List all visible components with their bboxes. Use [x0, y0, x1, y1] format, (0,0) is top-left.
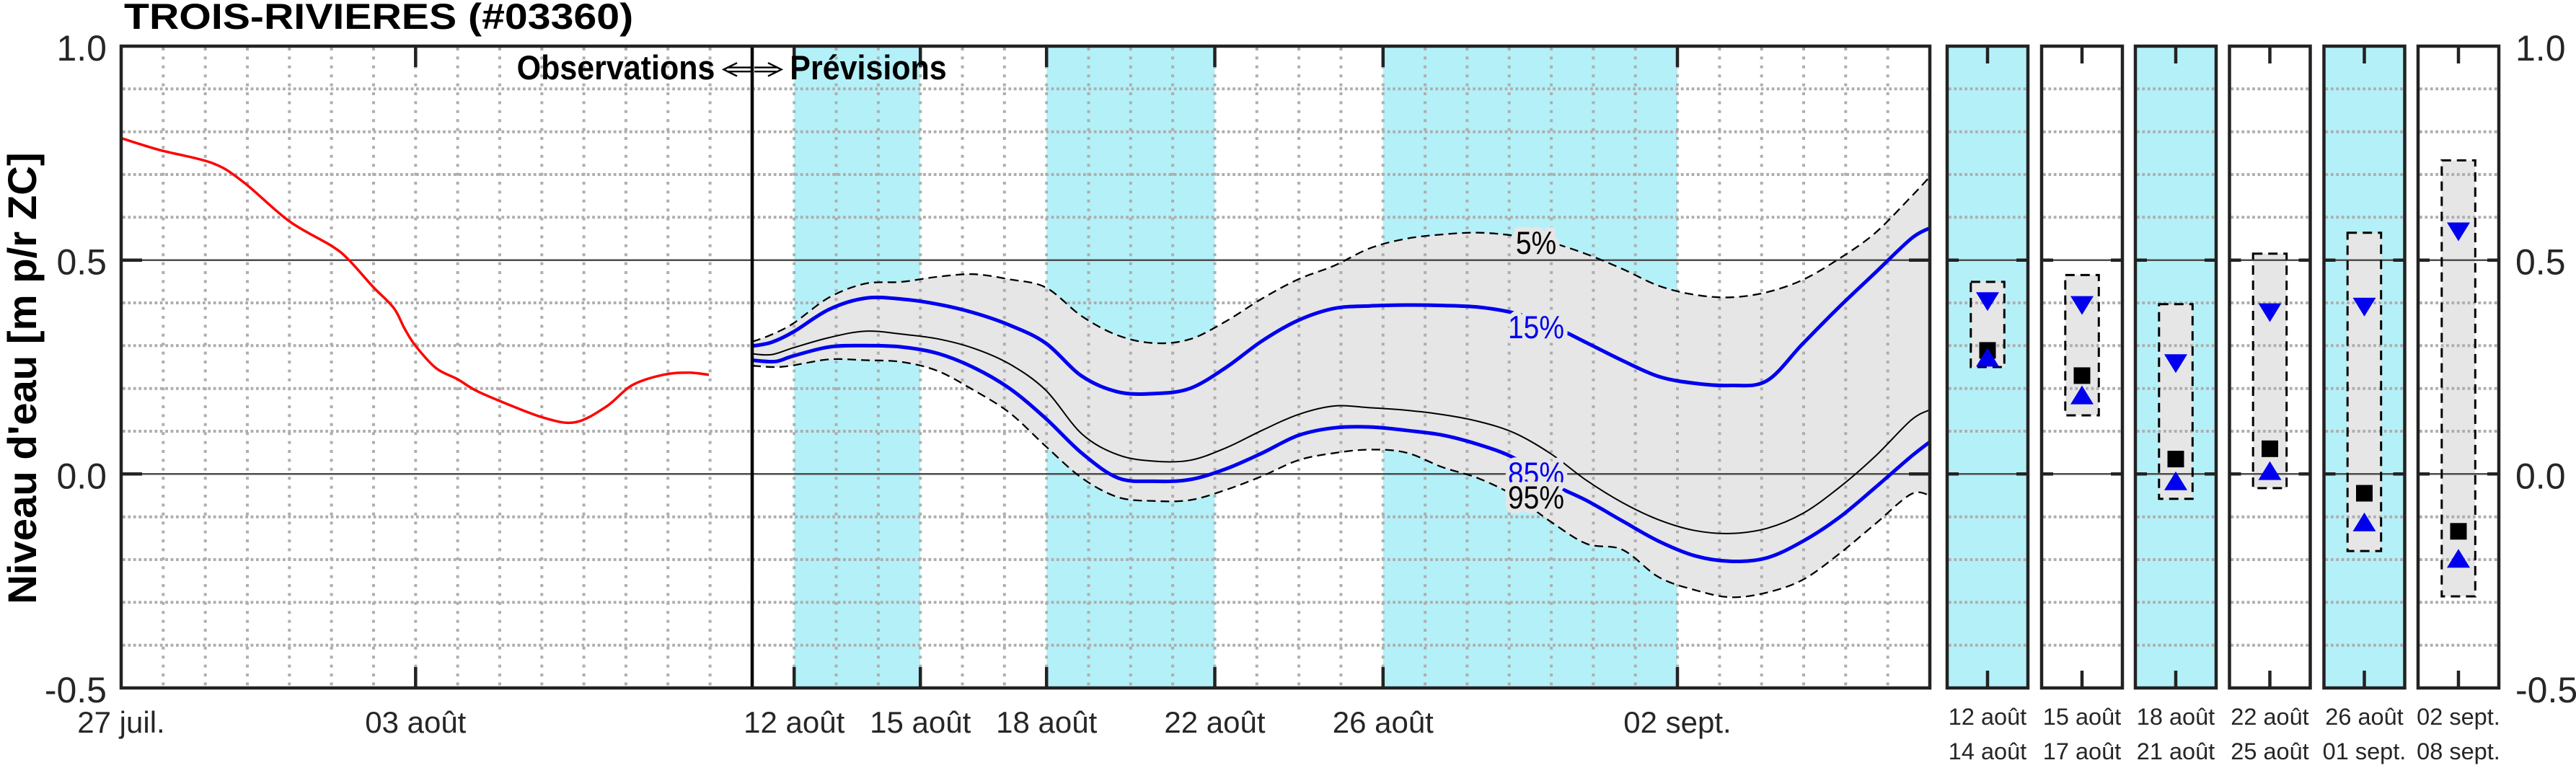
- svg-text:0.5: 0.5: [2515, 242, 2566, 283]
- svg-text:12 août: 12 août: [744, 705, 844, 739]
- svg-text:27 juil.: 27 juil.: [77, 705, 164, 739]
- svg-text:1.0: 1.0: [56, 28, 107, 69]
- svg-text:25 août: 25 août: [2231, 738, 2308, 764]
- svg-text:85%: 85%: [1508, 456, 1564, 492]
- svg-text:TROIS-RIVIERES (#03360): TROIS-RIVIERES (#03360): [124, 0, 633, 37]
- svg-text:03 août: 03 août: [365, 705, 466, 739]
- svg-text:15 août: 15 août: [870, 705, 971, 739]
- svg-text:02 sept.: 02 sept.: [1623, 705, 1731, 739]
- svg-text:-0.5: -0.5: [2515, 670, 2576, 710]
- svg-text:17 août: 17 août: [2043, 738, 2121, 764]
- svg-text:22 août: 22 août: [2231, 704, 2308, 730]
- svg-text:95%: 95%: [1508, 480, 1564, 516]
- svg-text:Niveau d'eau [m p/r ZC]: Niveau d'eau [m p/r ZC]: [0, 152, 45, 604]
- svg-text:02 sept.: 02 sept.: [2417, 704, 2500, 730]
- svg-text:15%: 15%: [1508, 309, 1564, 345]
- svg-text:0.0: 0.0: [2515, 456, 2566, 496]
- svg-text:22 août: 22 août: [1164, 705, 1265, 739]
- svg-text:14 août: 14 août: [1949, 738, 2026, 764]
- svg-text:01 sept.: 01 sept.: [2323, 738, 2407, 764]
- svg-text:21 août: 21 août: [2137, 738, 2215, 764]
- svg-text:12 août: 12 août: [1949, 704, 2026, 730]
- svg-text:26 août: 26 août: [1333, 705, 1434, 739]
- svg-text:18 août: 18 août: [2137, 704, 2215, 730]
- svg-text:Prévisions: Prévisions: [790, 48, 946, 87]
- svg-text:Observations: Observations: [517, 48, 715, 87]
- svg-text:26 août: 26 août: [2325, 704, 2403, 730]
- svg-text:15 août: 15 août: [2043, 704, 2121, 730]
- svg-text:1.0: 1.0: [2515, 28, 2566, 69]
- svg-text:0.0: 0.0: [56, 456, 107, 496]
- svg-text:08 sept.: 08 sept.: [2417, 738, 2500, 764]
- svg-text:5%: 5%: [1516, 225, 1556, 261]
- svg-text:18 août: 18 août: [996, 705, 1097, 739]
- svg-text:0.5: 0.5: [56, 242, 107, 283]
- svg-text:-0.5: -0.5: [45, 670, 107, 710]
